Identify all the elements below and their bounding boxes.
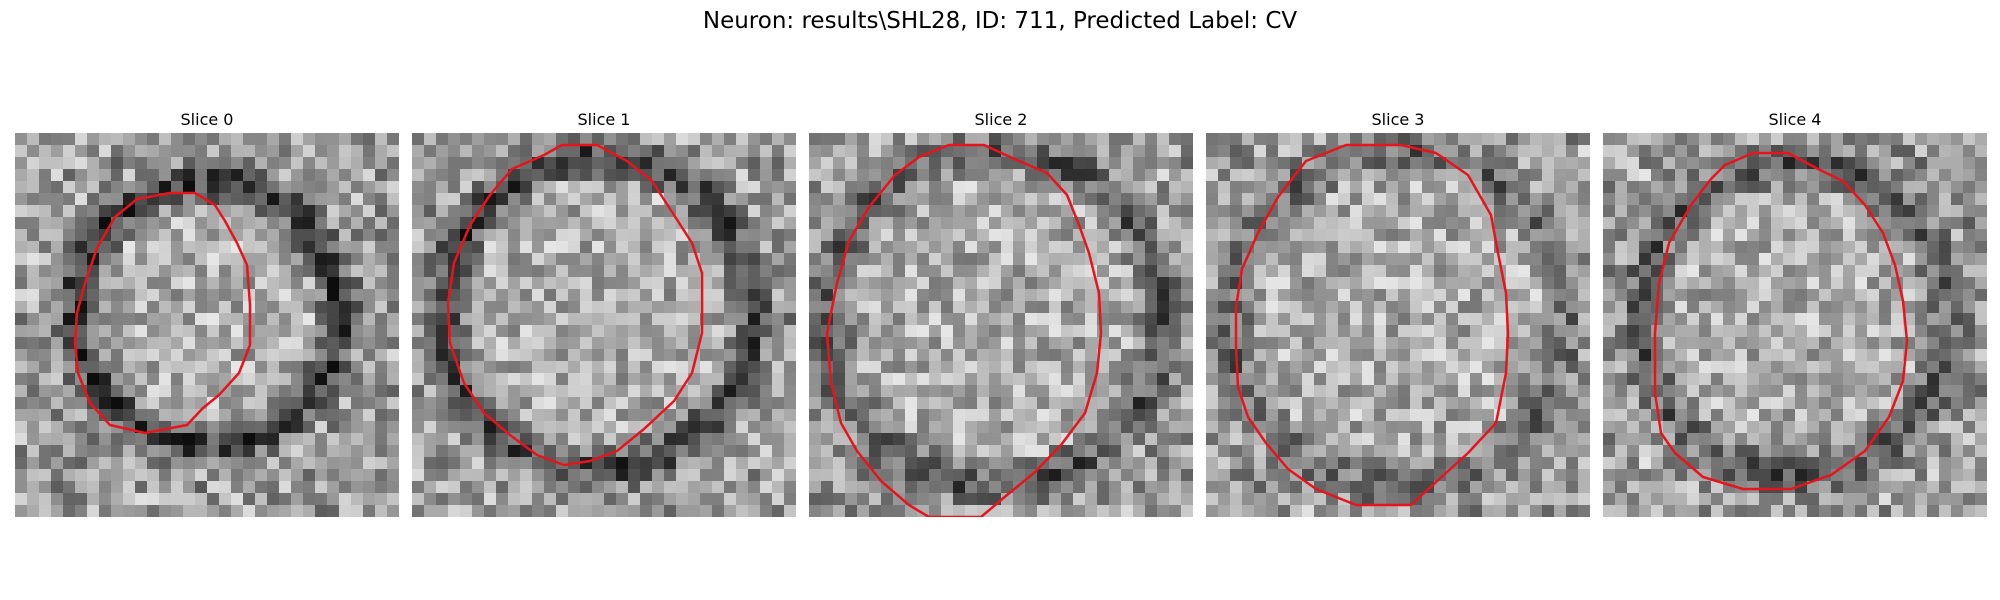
neuron-outline	[1234, 143, 1510, 507]
neuron-outline	[1653, 151, 1909, 491]
neuron-outline	[446, 143, 704, 467]
slice-panel-0: Slice 0	[15, 108, 399, 517]
pixel-texture	[412, 133, 796, 517]
slice-title-2: Slice 2	[974, 110, 1028, 129]
slice-panel-4: Slice 4	[1603, 108, 1987, 517]
slice-panel-2: Slice 2	[809, 108, 1193, 517]
slice-image-4	[1603, 133, 1987, 517]
slice-panel-3: Slice 3	[1206, 108, 1590, 517]
figure-title: Neuron: results\SHL28, ID: 711, Predicte…	[702, 8, 1298, 34]
slice-image-1	[412, 133, 796, 517]
slice-panel-1: Slice 1	[412, 108, 796, 517]
pixel-texture	[15, 133, 399, 517]
slice-image-0	[15, 133, 399, 517]
slice-image-3	[1206, 133, 1590, 517]
slice-image-2	[809, 133, 1193, 517]
neuron-outline	[73, 191, 252, 435]
slice-title-3: Slice 3	[1371, 110, 1425, 129]
slice-title-1: Slice 1	[577, 110, 631, 129]
slice-title-0: Slice 0	[180, 110, 234, 129]
pixel-texture	[1206, 133, 1590, 517]
pixel-texture	[809, 133, 1193, 517]
pixel-texture	[1603, 133, 1987, 517]
neuron-outline	[825, 143, 1103, 517]
slice-title-4: Slice 4	[1768, 110, 1822, 129]
